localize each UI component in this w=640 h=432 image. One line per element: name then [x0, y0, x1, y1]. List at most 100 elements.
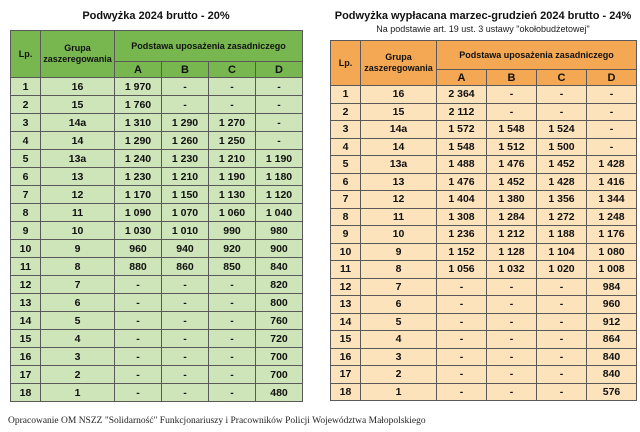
table-row: 14 5- - -912	[330, 312, 638, 331]
value-c-cell: 1 210	[208, 149, 256, 168]
value-b-cell: 1 212	[486, 225, 537, 244]
value-c-cell: -	[536, 85, 587, 104]
table-body-24: 1 16 2 364- - -2 15 2 112- - -3 14a 1 572 1 548 1 52…	[330, 85, 638, 401]
table-row: 11 8 1 056 1 032 1 020 1 008	[330, 260, 638, 279]
value-b-cell: -	[161, 77, 209, 96]
value-b-cell: 940	[161, 239, 209, 258]
value-d-cell: 1 428	[585, 155, 638, 174]
value-d-cell: 1 008	[585, 260, 638, 279]
row-number-cell: 4	[330, 137, 361, 156]
value-a-cell: 1 404	[436, 190, 487, 209]
table-section-20: Podwyżka 2024 brutto - 20% Lp. Grupa zas…	[10, 8, 304, 402]
value-b-cell: -	[161, 329, 209, 348]
table-row: 16 3- - -840	[330, 347, 638, 366]
value-a-cell: 1 290	[114, 131, 162, 150]
group-cell: 3	[360, 347, 437, 366]
group-cell: 3	[40, 347, 115, 366]
row-number-cell: 13	[10, 293, 41, 312]
value-b-cell: -	[486, 347, 537, 366]
header-lp: Lp.	[10, 30, 41, 78]
table-row: 13 6- - -960	[330, 295, 638, 314]
group-cell: 11	[360, 207, 437, 226]
row-number-cell: 17	[10, 365, 41, 384]
value-c-cell: 1 020	[536, 260, 587, 279]
table-row: 7 12 1 404 1 380 1 356 1 344	[330, 190, 638, 209]
table-row: 13 6- - -800	[10, 293, 304, 312]
group-cell: 4	[360, 330, 437, 349]
row-number-cell: 6	[10, 167, 41, 186]
table-section-24: Podwyżka wypłacana marzec-grudzień 2024 …	[330, 8, 638, 402]
value-b-cell: -	[486, 277, 537, 296]
value-b-cell: 1 032	[486, 260, 537, 279]
group-cell: 1	[360, 382, 437, 401]
value-d-cell: 1 416	[585, 172, 638, 191]
group-cell: 8	[360, 260, 437, 279]
value-b-cell: 1 128	[486, 242, 537, 261]
value-a-cell: 1 152	[436, 242, 487, 261]
header-col-b: B	[161, 61, 209, 78]
value-b-cell: -	[486, 295, 537, 314]
row-number-cell: 3	[330, 120, 361, 139]
footer-credit: Opracowanie OM NSZZ "Solidarność" Funkcj…	[8, 416, 426, 426]
group-cell: 7	[360, 277, 437, 296]
value-c-cell: -	[208, 293, 256, 312]
value-b-cell: 860	[161, 257, 209, 276]
value-a-cell: -	[114, 275, 162, 294]
group-cell: 11	[40, 203, 115, 222]
value-b-cell: 1 150	[161, 185, 209, 204]
value-c-cell: -	[208, 383, 256, 402]
value-d-cell: 864	[585, 330, 638, 349]
value-a-cell: 1 170	[114, 185, 162, 204]
table-row: 17 2- - -700	[10, 365, 304, 384]
table-row: 6 13 1 230 1 210 1 190 1 180	[10, 167, 304, 186]
value-a-cell: -	[436, 347, 487, 366]
value-d-cell: 700	[254, 365, 304, 384]
table-row: 18 1- - -480	[10, 383, 304, 402]
value-b-cell: -	[486, 85, 537, 104]
table-row: 1 16 2 364- - -	[330, 85, 638, 104]
value-d-cell: 480	[254, 383, 304, 402]
value-a-cell: 1 240	[114, 149, 162, 168]
header-row-1: Lp. Grupa zaszeregowania Podstawa uposaż…	[330, 40, 638, 86]
table-row: 14 5- - -760	[10, 311, 304, 330]
value-a-cell: -	[114, 347, 162, 366]
table-row: 5 13a 1 240 1 230 1 210 1 190	[10, 149, 304, 168]
value-d-cell: 1 248	[585, 207, 638, 226]
value-d-cell: 980	[254, 221, 304, 240]
value-a-cell: -	[114, 329, 162, 348]
value-a-cell: 1 056	[436, 260, 487, 279]
value-d-cell: 840	[585, 347, 638, 366]
row-number-cell: 8	[330, 207, 361, 226]
group-cell: 14	[40, 131, 115, 150]
header-col-c: C	[208, 61, 256, 78]
value-b-cell: 1 548	[486, 120, 537, 139]
table-row: 8 11 1 090 1 070 1 060 1 040	[10, 203, 304, 222]
value-d-cell: 1 080	[585, 242, 638, 261]
table-row: 7 12 1 170 1 150 1 130 1 120	[10, 185, 304, 204]
value-a-cell: -	[436, 382, 487, 401]
table-row: 4 14 1 548 1 512 1 500-	[330, 137, 638, 156]
row-number-cell: 18	[330, 382, 361, 401]
value-c-cell: 1 270	[208, 113, 256, 132]
table-row: 9 10 1 030 1 010 990 980	[10, 221, 304, 240]
row-number-cell: 2	[330, 102, 361, 121]
value-c-cell: -	[208, 311, 256, 330]
value-d-cell: 900	[254, 239, 304, 258]
table-row: 10 9 960 940 920 900	[10, 239, 304, 258]
value-b-cell: 1 010	[161, 221, 209, 240]
value-a-cell: -	[436, 277, 487, 296]
group-cell: 1	[40, 383, 115, 402]
header-col-a: A	[114, 61, 162, 78]
row-number-cell: 15	[330, 330, 361, 349]
value-b-cell: 1 512	[486, 137, 537, 156]
row-number-cell: 10	[330, 242, 361, 261]
value-c-cell: 1 428	[536, 172, 587, 191]
header-col-b: B	[486, 69, 537, 86]
value-c-cell: -	[536, 295, 587, 314]
table-row: 12 7- - -984	[330, 277, 638, 296]
value-a-cell: -	[436, 295, 487, 314]
value-d-cell: 1 190	[254, 149, 304, 168]
group-cell: 12	[40, 185, 115, 204]
group-cell: 9	[360, 242, 437, 261]
value-d-cell: 800	[254, 293, 304, 312]
